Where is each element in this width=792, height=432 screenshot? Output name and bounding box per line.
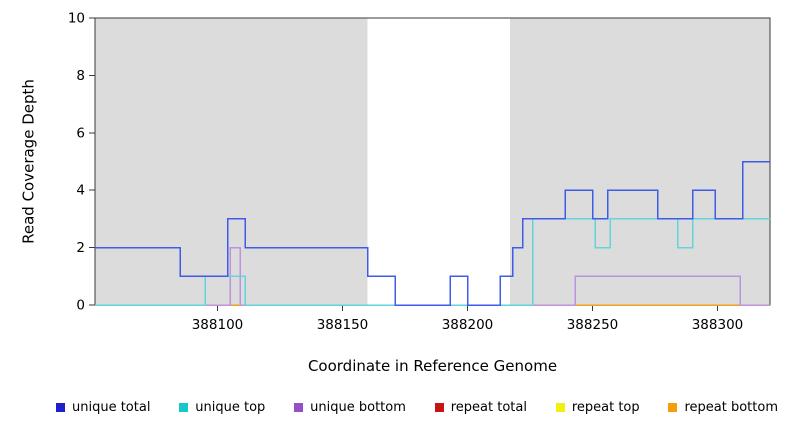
x-axis-title: Coordinate in Reference Genome bbox=[307, 357, 558, 375]
svg-text:4: 4 bbox=[76, 183, 85, 199]
svg-text:388200: 388200 bbox=[442, 317, 494, 333]
shaded-regions bbox=[95, 18, 770, 305]
coverage-plot: 388100 388150 388200 388250 388300 0 2 4 6 8 10 bbox=[68, 11, 771, 333]
svg-text:8: 8 bbox=[76, 68, 85, 84]
legend-item-repeat-top: repeat top bbox=[555, 400, 640, 415]
svg-text:388100: 388100 bbox=[192, 317, 244, 333]
svg-text:10: 10 bbox=[68, 11, 85, 27]
y-axis-title: Read Coverage Depth bbox=[19, 79, 38, 244]
legend-swatch bbox=[555, 403, 565, 412]
legend-item-unique-total: unique total bbox=[56, 400, 150, 415]
legend-label: unique top bbox=[195, 400, 266, 415]
svg-text:0: 0 bbox=[76, 298, 85, 314]
svg-text:388300: 388300 bbox=[692, 317, 744, 333]
series-unique-total bbox=[95, 160, 770, 306]
legend-label: repeat top bbox=[571, 400, 640, 415]
legend-label: repeat total bbox=[450, 400, 527, 415]
legend-item-unique-top: unique top bbox=[179, 400, 265, 415]
legend-item-unique-bottom: unique bottom bbox=[294, 400, 406, 415]
legend-swatch bbox=[434, 403, 444, 412]
legend-label: unique total bbox=[72, 400, 151, 415]
svg-text:2: 2 bbox=[76, 240, 85, 256]
legend-item-repeat-total: repeat total bbox=[434, 400, 527, 415]
svg-text:388250: 388250 bbox=[567, 317, 619, 333]
legend-label: unique bottom bbox=[310, 400, 406, 415]
legend-swatch bbox=[56, 403, 65, 412]
legend-swatch bbox=[179, 403, 189, 412]
legend-swatch bbox=[294, 403, 304, 412]
svg-text:388150: 388150 bbox=[317, 317, 369, 333]
legend-item-repeat-bottom: repeat bottom bbox=[668, 400, 778, 415]
legend-label: repeat bottom bbox=[684, 400, 778, 415]
series-lines bbox=[95, 160, 770, 306]
legend-swatch bbox=[668, 403, 678, 412]
chart-legend: unique total unique top unique bottom re… bbox=[0, 400, 792, 415]
svg-text:6: 6 bbox=[76, 125, 85, 141]
